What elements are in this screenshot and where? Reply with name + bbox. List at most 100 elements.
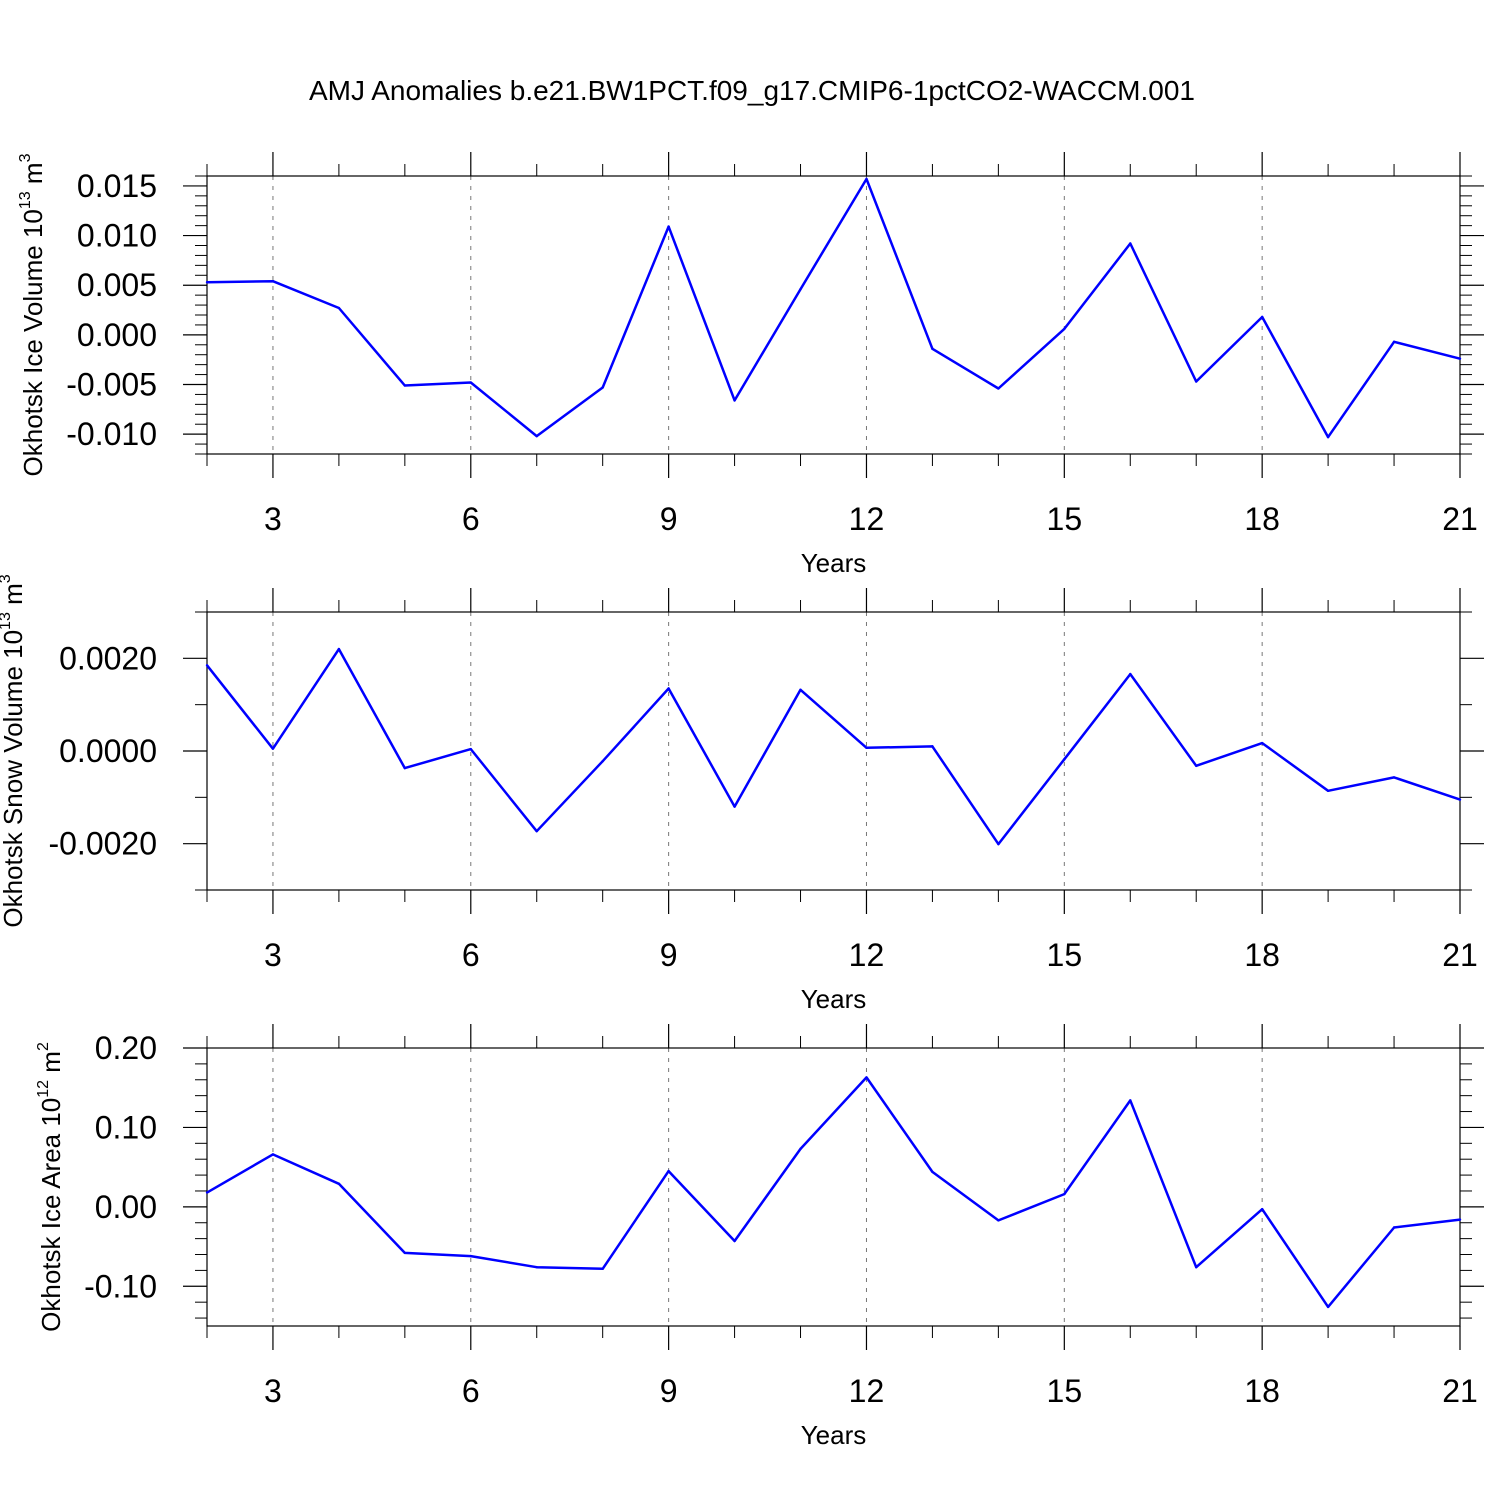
data-point [1063,1192,1066,1196]
data-point [403,384,407,387]
data-point [997,842,1000,846]
data-point [865,1076,868,1079]
data-point [1392,340,1396,344]
data-point [1063,758,1066,761]
chart-panel-1: 3 6 9 12 15 18 21 -0.010 -0.005 0.000 0.005 0.010 0.… [17,152,1484,578]
data-point [1129,672,1132,676]
y-tick-label: 0.0020 [59,640,157,676]
y-tick-label: 0.0000 [59,733,157,769]
data-point [535,1266,538,1269]
data-point [1392,776,1396,779]
data-point [1195,1266,1198,1269]
y-axis-label: Okhotsk Ice Volume 1013 m3 [17,153,48,476]
x-tick-label: 9 [660,937,678,973]
data-point [799,287,802,291]
data-point [931,745,934,748]
y-tick-label: 0.10 [95,1109,157,1145]
series-line [206,1076,1461,1309]
data-point [667,225,670,228]
x-tick-label: 15 [1047,1373,1083,1409]
y-tick-label: -0.10 [84,1268,157,1304]
data-point [469,381,472,384]
x-axis-label: Years [801,984,867,1014]
chart-panels: 3 6 9 12 15 18 21 -0.010 -0.005 0.000 0.005 0.010 0.… [0,152,1484,1450]
data-point [667,687,670,690]
x-tick-label: 3 [264,937,282,973]
data-point [865,177,868,181]
data-point [205,281,209,284]
data-point [469,1254,472,1258]
data-point [601,386,604,389]
x-tick-label: 9 [660,1373,678,1409]
y-tick-label: 0.005 [77,267,157,303]
data-point [1326,789,1330,793]
data-point [997,1219,1000,1222]
series-line [206,177,1461,439]
data-point [469,747,472,751]
data-point [535,829,538,833]
data-point [205,664,209,667]
data-point [1129,1099,1132,1102]
x-tick-label: 21 [1442,501,1478,537]
x-tick-label: 21 [1442,937,1478,973]
y-tick-label: 0.010 [77,218,157,254]
data-point [1195,380,1198,383]
x-tick-label: 12 [849,501,885,537]
chart-panel-3: 3 6 9 12 15 18 21 -0.10 0.00 0.10 0.20 Years Okhotsk… [35,1024,1484,1450]
plot-frame [206,1047,1461,1327]
data-point [601,1267,604,1271]
data-point [1260,1208,1264,1211]
data-point [1392,1226,1396,1229]
data-point [1458,357,1462,360]
data-point [1260,315,1264,319]
x-tick-label: 6 [462,1373,480,1409]
data-point [1260,741,1264,745]
data-point [931,347,934,350]
data-point [1326,1305,1330,1309]
data-point [1195,764,1198,768]
x-tick-label: 18 [1244,501,1280,537]
data-point [535,434,538,438]
x-tick-label: 9 [660,501,678,537]
data-point [733,805,736,808]
x-tick-label: 12 [849,1373,885,1409]
x-tick-label: 15 [1047,937,1083,973]
x-tick-label: 18 [1244,1373,1280,1409]
data-point [271,1153,275,1156]
data-point [337,647,341,651]
y-tick-label: 0.000 [77,317,157,353]
y-tick-label: 0.20 [95,1030,157,1066]
x-axis-label: Years [801,1420,867,1450]
data-point [931,1170,934,1174]
x-tick-label: 6 [462,937,480,973]
data-point [205,1191,209,1194]
data-point [1326,435,1330,439]
data-point [733,399,736,402]
y-tick-label: -0.005 [66,367,157,403]
x-tick-label: 3 [264,1373,282,1409]
plot-frame [206,175,1461,455]
y-tick-label: 0.015 [77,168,157,204]
x-tick-label: 18 [1244,937,1280,973]
x-tick-label: 3 [264,501,282,537]
x-tick-label: 12 [849,937,885,973]
y-tick-label: -0.010 [66,416,157,452]
x-tick-label: 6 [462,501,480,537]
y-tick-label: -0.0020 [48,826,157,862]
data-point [865,746,868,749]
data-point [997,387,1000,390]
data-point [337,306,341,310]
data-point [733,1239,736,1243]
x-axis-label: Years [801,548,867,578]
figure-title: AMJ Anomalies b.e21.BW1PCT.f09_g17.CMIP6… [309,75,1195,106]
y-axis-label: Okhotsk Snow Volume 1013 m3 [0,574,28,927]
data-point [403,766,407,770]
data-point [799,1147,802,1151]
data-point [1458,798,1462,801]
data-point [1063,327,1066,331]
data-point [667,1169,670,1173]
y-axis-label: Okhotsk Ice Area 1012 m2 [35,1042,66,1332]
x-tick-label: 15 [1047,501,1083,537]
data-point [1129,242,1132,245]
